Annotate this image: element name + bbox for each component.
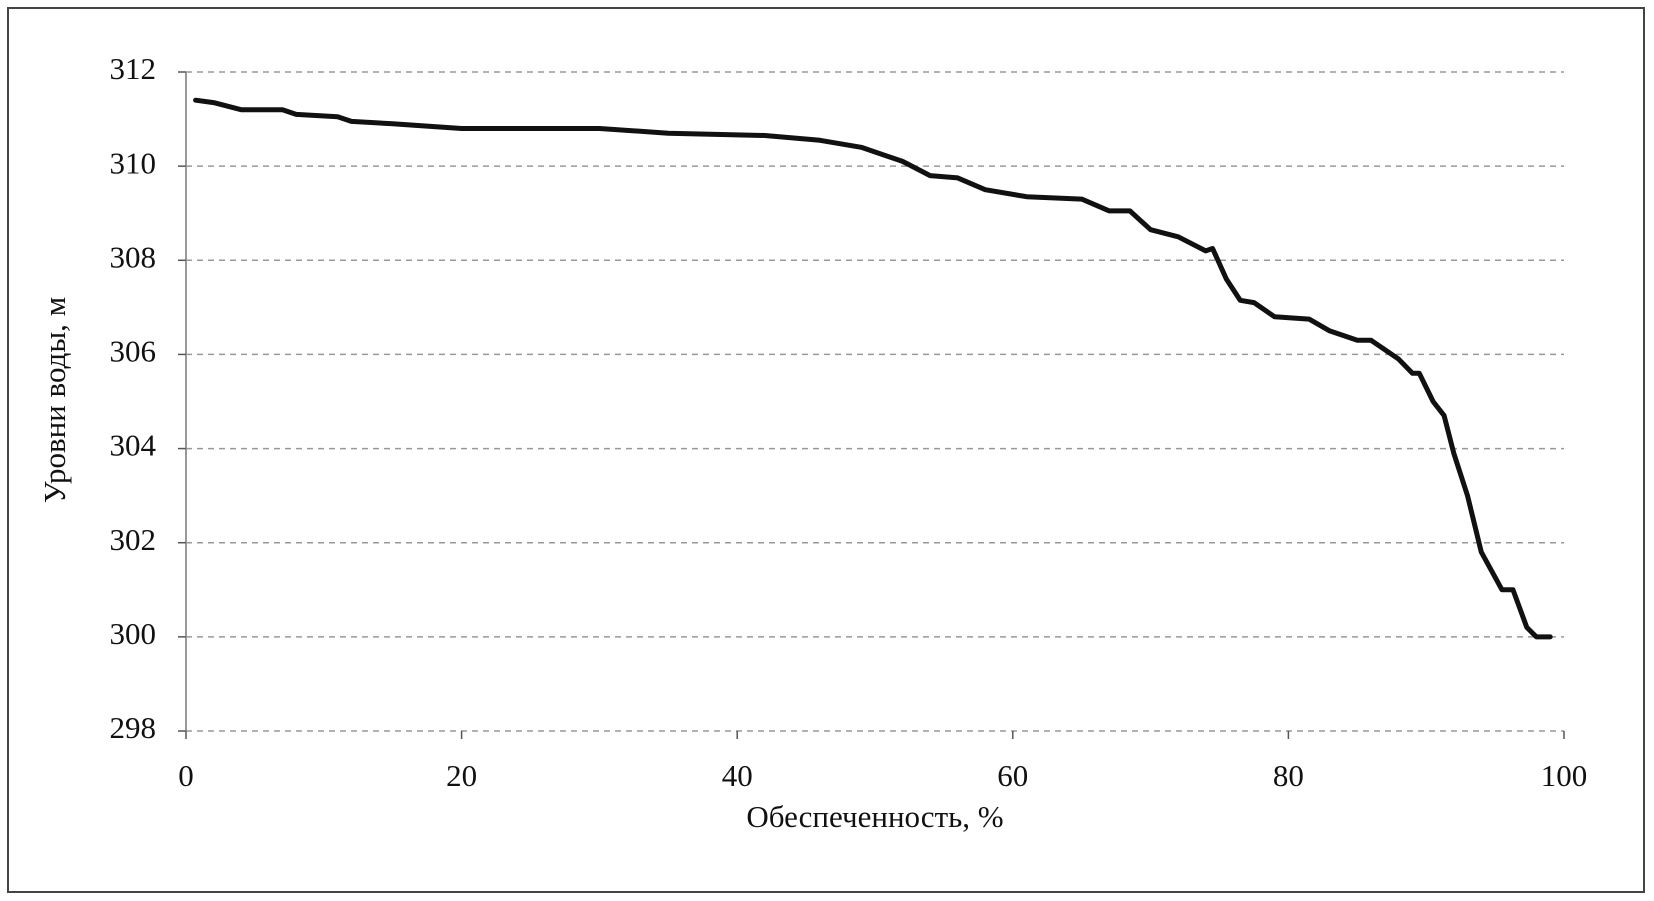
x-tick-label: 0 (178, 758, 194, 793)
y-tick-label: 306 (110, 334, 157, 369)
y-tick-label: 304 (110, 428, 157, 463)
y-axis-label: Уровни воды, м (37, 297, 72, 504)
y-tick-label: 300 (110, 616, 157, 651)
y-tick-label: 312 (110, 51, 157, 86)
y-tick-label: 302 (110, 522, 157, 557)
x-tick-label: 20 (446, 758, 477, 793)
x-tick-label: 40 (722, 758, 753, 793)
y-tick-label: 298 (110, 710, 157, 745)
y-tick-label: 308 (110, 239, 157, 274)
data-line (193, 97, 1553, 640)
x-tick-label: 100 (1541, 758, 1588, 793)
x-axis-label: Обеспеченность, % (746, 799, 1003, 834)
chart-frame (7, 7, 1645, 893)
x-tick-label: 80 (1273, 758, 1304, 793)
y-tick-label: 310 (110, 145, 157, 180)
x-tick-label: 60 (997, 758, 1028, 793)
